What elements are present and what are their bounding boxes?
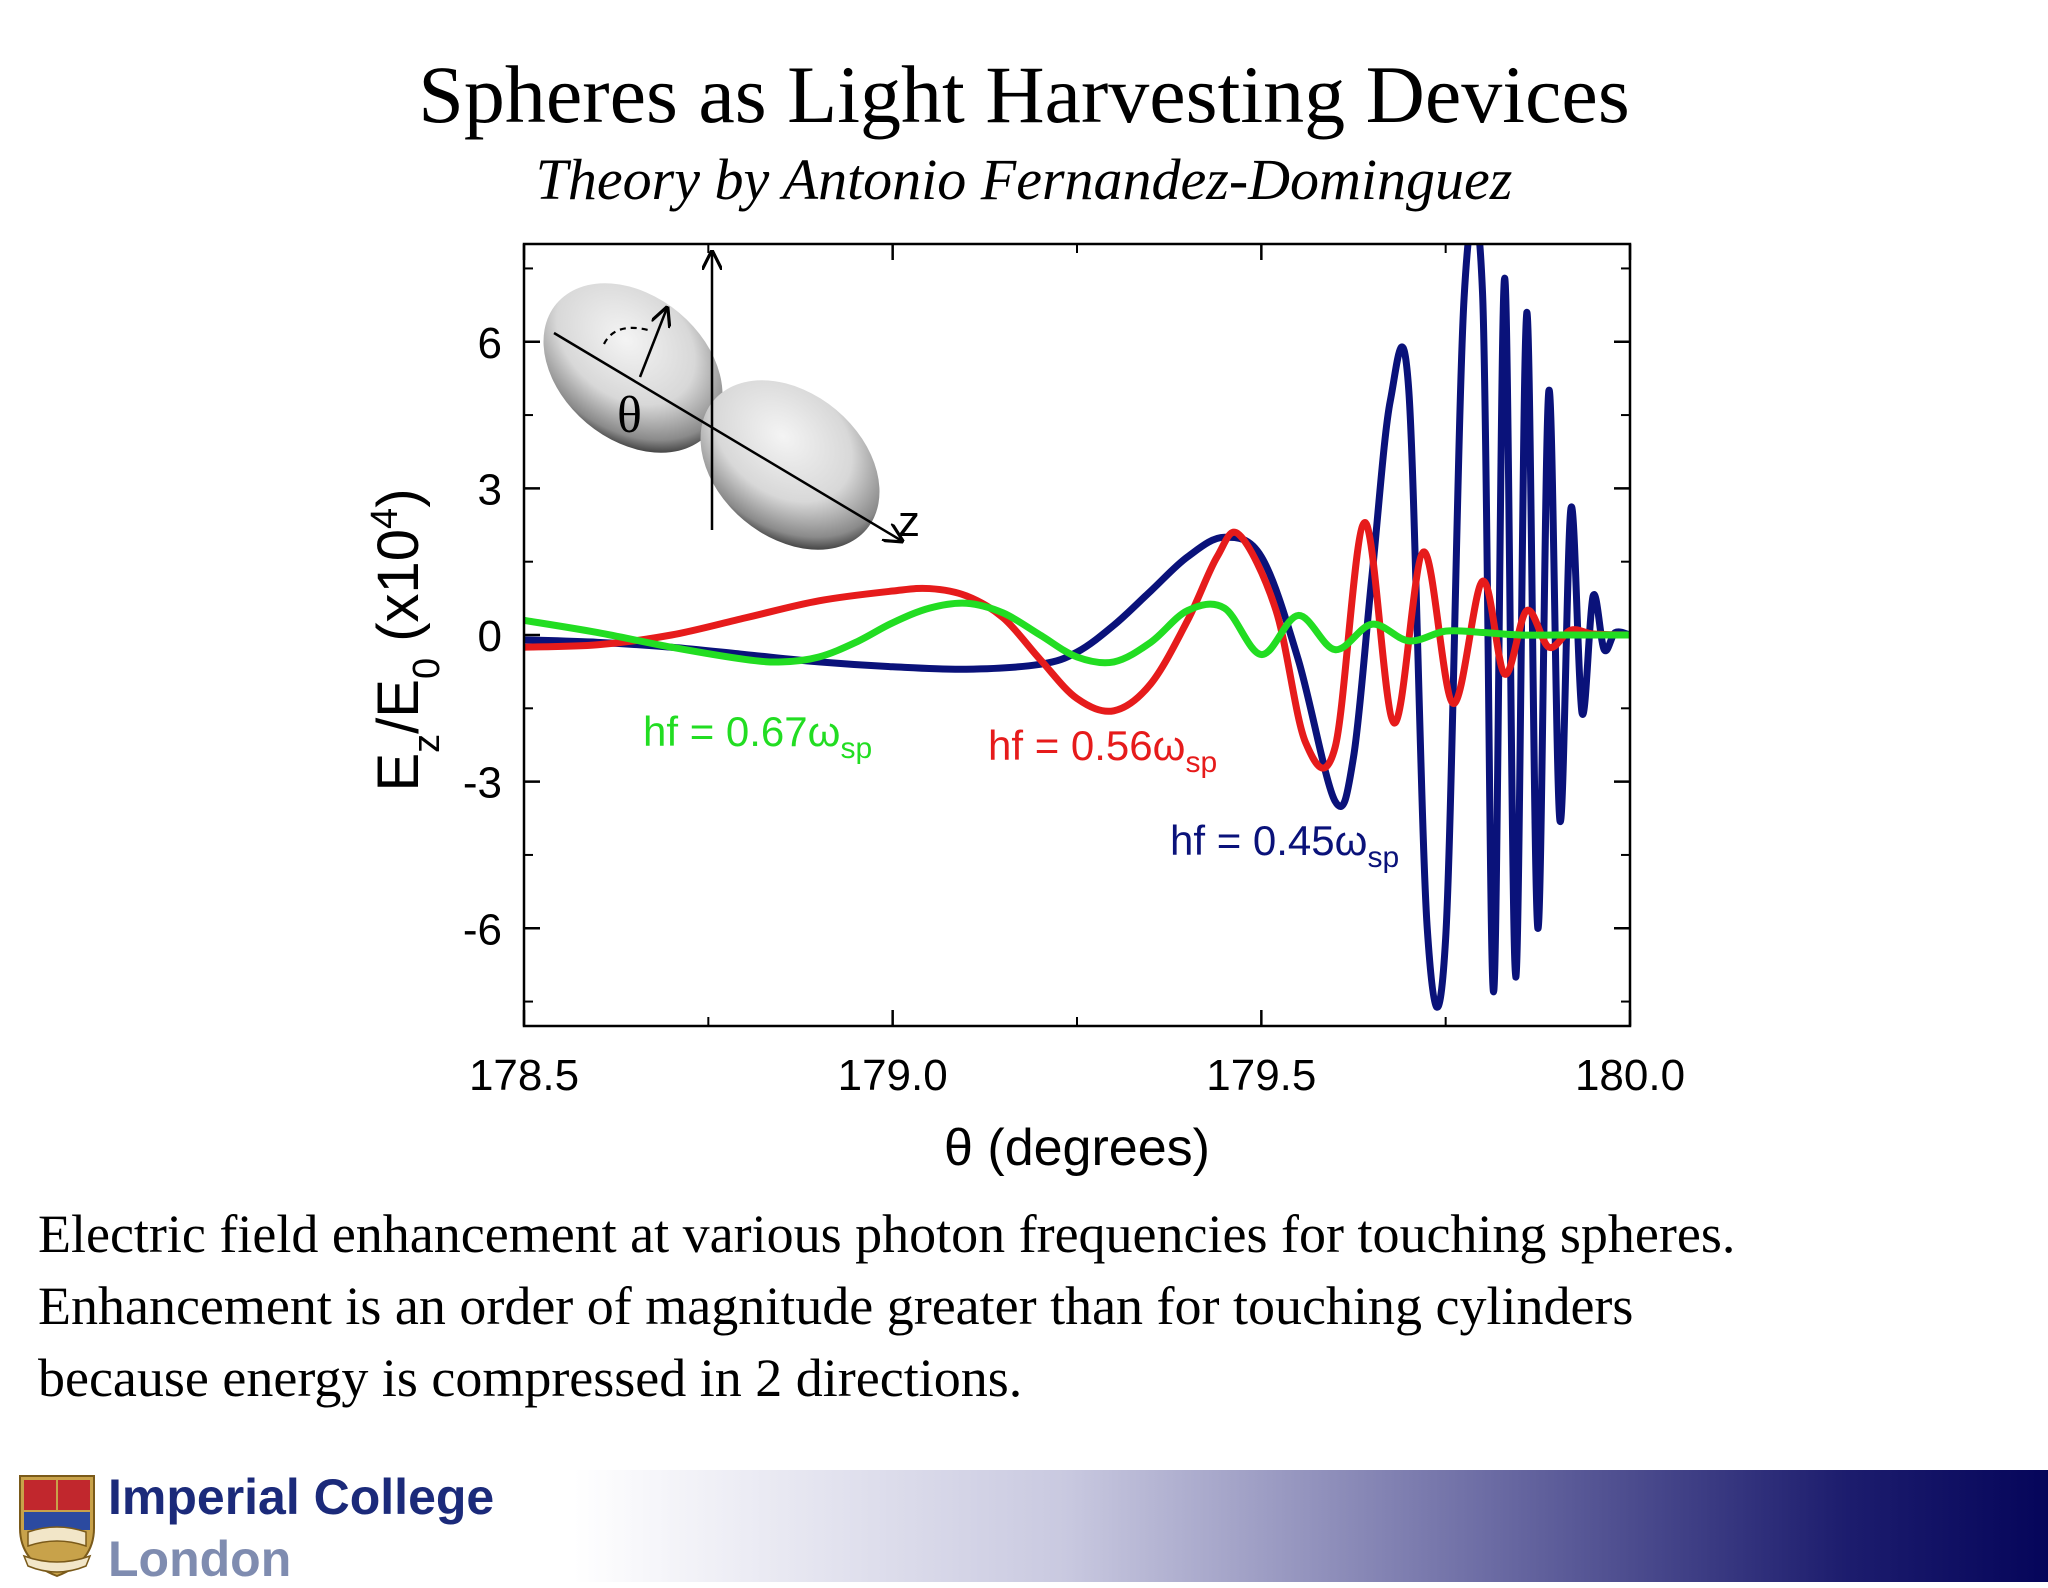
y-tick-label: -3: [463, 759, 502, 808]
series-line-067: [524, 599, 1630, 667]
caption-line: Enhancement is an order of magnitude gre…: [38, 1276, 1634, 1336]
slide-caption: Electric field enhancement at various ph…: [38, 1198, 2028, 1414]
slide-title: Spheres as Light Harvesting Devices: [418, 49, 1630, 140]
slide-subtitle: Theory by Antonio Fernandez-Dominguez: [535, 147, 1513, 212]
y-axis-label: Ez/E0 (x104): [364, 488, 448, 791]
theta-vector-arrow: [638, 308, 667, 378]
z-axis-arrow: [553, 331, 902, 541]
series-label-056: hf = 0.56ωsp: [988, 722, 1217, 779]
series-line-056: [524, 519, 1630, 772]
series-labels: hf = 0.45ωsp hf = 0.56ωsp hf = 0.67ωsp: [643, 708, 1399, 874]
series-label-045: hf = 0.45ωsp: [1170, 817, 1399, 874]
caption-line: Electric field enhancement at various ph…: [38, 1204, 1736, 1264]
y-tick-label: 0: [478, 612, 502, 661]
sphere-left: [543, 283, 723, 453]
x-tick-label: 179.0: [838, 1051, 948, 1100]
series-layer: [524, 244, 1630, 1011]
line-chart: 178.5 179.0 179.5 180.0 6 3 0 -3 -6 θ z Ez/E0 (x…: [364, 242, 1685, 1177]
y-tick-label: -6: [463, 905, 502, 954]
x-tick-label: 179.5: [1206, 1051, 1316, 1100]
logo-line-london: London: [108, 1531, 292, 1587]
college-crest-icon: [19, 1475, 95, 1578]
series-line-045: [524, 244, 1630, 1011]
y-tick-label: 6: [478, 319, 502, 368]
logo-line-imperial-college: Imperial College: [108, 1469, 495, 1525]
plot-frame: [522, 242, 1632, 1028]
series-label-067: hf = 0.67ωsp: [643, 708, 872, 765]
footer-band: [0, 1470, 2048, 1582]
inset-z-label: z: [898, 497, 920, 546]
x-axis-label: θ (degrees): [944, 1119, 1210, 1177]
inset-theta-label: θ: [617, 387, 642, 444]
y-tick-label: 3: [478, 465, 502, 514]
theta-arc: [603, 326, 649, 345]
sphere-right: [700, 380, 880, 550]
x-tick-label: 180.0: [1575, 1051, 1685, 1100]
inset-diagram: θ z: [543, 249, 920, 550]
caption-line: because energy is compressed in 2 direct…: [38, 1348, 1023, 1408]
x-tick-label: 178.5: [469, 1051, 579, 1100]
